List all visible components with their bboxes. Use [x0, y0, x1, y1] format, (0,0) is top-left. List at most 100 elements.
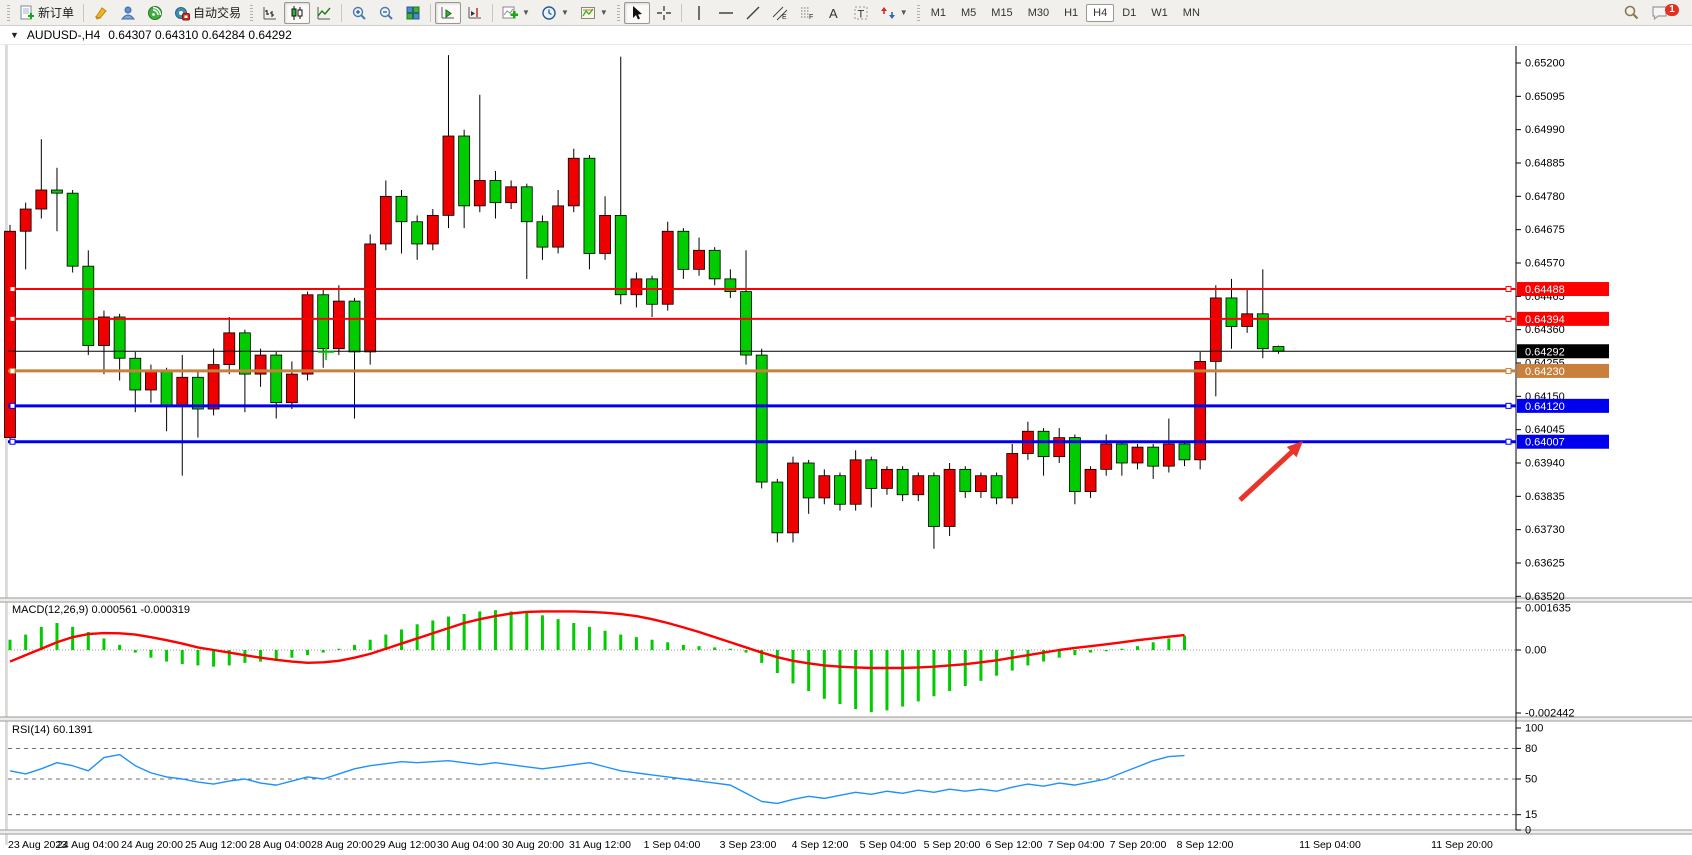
tf-mn-button[interactable]: MN: [1182, 6, 1200, 19]
svg-text:E: E: [782, 14, 787, 21]
text-label-tool[interactable]: T: [848, 2, 874, 24]
svg-text:4 Sep 12:00: 4 Sep 12:00: [792, 839, 849, 851]
tf-m5-button[interactable]: M5: [961, 6, 977, 19]
indicators-button[interactable]: ▼: [497, 2, 535, 24]
zoom-in-icon: [352, 6, 366, 20]
svg-text:0.64990: 0.64990: [1525, 124, 1565, 136]
community-button[interactable]: [115, 2, 141, 24]
horizontal-lines[interactable]: 0.64488 0.64394 0.64292 0.64230 0.64120 0.640…: [8, 282, 1609, 449]
dropdown-caret-icon: ▼: [560, 8, 569, 17]
tf-d1-button[interactable]: D1: [1122, 6, 1137, 19]
periods-button[interactable]: ▼: [536, 2, 574, 24]
bar-chart-button[interactable]: [257, 2, 283, 24]
line-chart-button[interactable]: [311, 2, 337, 24]
clock-icon: [542, 5, 556, 20]
crosshair-icon: [656, 5, 671, 20]
fibonacci-tool[interactable]: F: [794, 2, 820, 24]
text-a-icon: A: [829, 6, 838, 21]
svg-text:0.63520: 0.63520: [1525, 591, 1565, 603]
svg-text:31 Aug 12:00: 31 Aug 12:00: [569, 839, 631, 851]
notifications-button[interactable]: 1: [1646, 2, 1679, 24]
svg-text:30 Aug 04:00: 30 Aug 04:00: [437, 839, 499, 851]
vertical-line-icon: [698, 5, 700, 20]
chart-shift-button[interactable]: [462, 2, 488, 24]
toolbar-drag-handle[interactable]: [7, 4, 10, 21]
signals-button[interactable]: [142, 2, 168, 24]
tf-h4-button[interactable]: H4: [1086, 3, 1115, 22]
text-tool[interactable]: A: [821, 2, 847, 24]
chart-shift-icon: [468, 6, 482, 18]
toolbar-separator: [680, 3, 682, 22]
dropdown-caret-icon: ▼: [599, 8, 608, 17]
autotrading-label: 自动交易: [193, 6, 242, 20]
svg-text:0.64360: 0.64360: [1525, 324, 1565, 336]
svg-text:0.64780: 0.64780: [1525, 191, 1565, 203]
svg-text:24 Aug 04:00: 24 Aug 04:00: [57, 839, 119, 851]
tile-windows-button[interactable]: [400, 2, 426, 24]
svg-text:0.63730: 0.63730: [1525, 524, 1565, 536]
toolbar-drag-handle[interactable]: [916, 4, 920, 21]
dropdown-caret-icon: ▼: [522, 8, 530, 17]
new-order-button[interactable]: 新订单: [14, 2, 79, 24]
svg-text:A: A: [829, 6, 838, 21]
notification-badge: 1: [1665, 3, 1679, 16]
text-label-icon: T: [854, 6, 868, 20]
bar-chart-icon: [263, 6, 277, 19]
vertical-line-tool[interactable]: [686, 2, 712, 24]
svg-text:0.63625: 0.63625: [1525, 557, 1565, 569]
toolbar-drag-handle[interactable]: [616, 4, 620, 21]
svg-text:F: F: [809, 14, 813, 21]
candlestick-icon: [291, 5, 303, 20]
tf-m15-button[interactable]: M15: [991, 6, 1013, 19]
zoom-in-button[interactable]: [346, 2, 372, 24]
equidistant-channel-tool[interactable]: E: [767, 2, 793, 24]
shapes-arrows-icon: [880, 6, 895, 19]
autotrading-icon: [175, 6, 191, 20]
tf-w1-button[interactable]: W1: [1151, 6, 1168, 19]
svg-text:0.63835: 0.63835: [1525, 491, 1565, 503]
svg-text:0.64885: 0.64885: [1525, 157, 1565, 169]
search-icon: [1624, 5, 1639, 20]
templates-button[interactable]: ▼: [575, 2, 613, 24]
svg-text:11 Sep 04:00: 11 Sep 04:00: [1299, 839, 1361, 851]
svg-text:100: 100: [1525, 723, 1543, 735]
candles-layer[interactable]: [4, 55, 1285, 549]
svg-text:0.64007: 0.64007: [1525, 437, 1565, 449]
tf-m1-button[interactable]: M1: [930, 6, 946, 19]
svg-text:11 Sep 20:00: 11 Sep 20:00: [1431, 839, 1493, 851]
svg-text:7 Sep 20:00: 7 Sep 20:00: [1110, 839, 1167, 851]
crosshair-tool-button[interactable]: [651, 2, 677, 24]
trendline-tool[interactable]: [740, 2, 766, 24]
chart-symbol-title: AUDUSD-,H4: [26, 27, 101, 42]
zoom-out-button[interactable]: [373, 2, 399, 24]
arrows-tool[interactable]: ▼: [875, 2, 913, 24]
search-button[interactable]: [1618, 2, 1645, 24]
svg-text:-0.002442: -0.002442: [1525, 708, 1575, 720]
svg-text:25 Aug 12:00: 25 Aug 12:00: [185, 839, 247, 851]
chart-menu-triangle-icon[interactable]: ▼: [10, 29, 19, 40]
rsi-panel[interactable]: 100 80 50 15 0 RSI(14) 60.1391: [8, 723, 1543, 837]
macd-panel[interactable]: MACD(12,26,9) 0.000561 -0.000319 0.001635…: [8, 603, 1575, 720]
svg-text:0.64488: 0.64488: [1525, 284, 1565, 296]
autotrading-button[interactable]: 自动交易: [169, 2, 246, 24]
svg-text:0.64394: 0.64394: [1525, 314, 1565, 326]
price-axis: 0.65200 0.65095 0.64990 0.64885 0.64780 0.646…: [1516, 58, 1565, 603]
person-icon: [121, 6, 136, 19]
svg-text:1 Sep 04:00: 1 Sep 04:00: [644, 839, 701, 851]
auto-scroll-button[interactable]: [435, 1, 462, 24]
trend-arrow-annotation[interactable]: [1238, 441, 1303, 502]
highlighter-icon: [95, 6, 107, 20]
svg-text:0.001635: 0.001635: [1525, 603, 1571, 615]
horizontal-line-tool[interactable]: [713, 2, 739, 24]
toolbar-drag-handle[interactable]: [250, 4, 254, 21]
tile-windows-icon: [406, 6, 420, 19]
candlestick-chart-button[interactable]: [284, 1, 311, 24]
svg-text:0.64120: 0.64120: [1525, 401, 1565, 413]
tf-m30-button[interactable]: M30: [1027, 6, 1050, 19]
cursor-tool-button[interactable]: [623, 1, 650, 24]
svg-text:8 Sep 12:00: 8 Sep 12:00: [1177, 839, 1234, 851]
tf-h1-button[interactable]: H1: [1064, 6, 1079, 19]
market-watch-button[interactable]: [88, 2, 114, 24]
